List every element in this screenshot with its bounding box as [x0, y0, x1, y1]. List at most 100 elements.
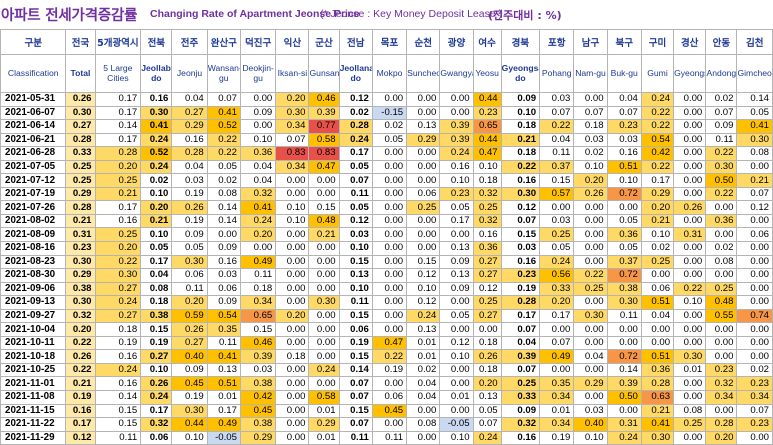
table-cell: 0.24	[94, 362, 142, 378]
table-cell: 0.10	[140, 362, 173, 378]
table-cell: 0.20	[640, 200, 675, 215]
table-cell: 0.00	[371, 281, 408, 297]
table-cell: 0.25	[94, 173, 142, 188]
col-header-en-19: Gyeongsan	[673, 54, 707, 93]
row-date: 2021-11-15	[0, 403, 67, 419]
row-date: 2021-11-22	[0, 417, 67, 432]
table-cell: 0.00	[206, 227, 241, 242]
table-cell: 0.25	[573, 281, 608, 297]
table-cell: 0.20	[573, 173, 608, 188]
row-date: 2021-07-19	[0, 186, 67, 202]
table-row: 2021-11-01 0.21 0.16 0.26 0.45 0.51 0.38 0.00 0.…	[0, 376, 773, 392]
table-cell: 0.45	[171, 376, 208, 392]
table-row: 2021-07-19 0.29 0.21 0.10 0.19 0.08 0.32 0.00 0.…	[0, 186, 773, 202]
table-cell: 0.41	[736, 119, 773, 134]
table-cell: 0.00	[736, 268, 773, 283]
table-cell: 0.21	[65, 213, 96, 229]
table-cell: 0.00	[275, 268, 310, 283]
table-cell: 0.24	[439, 146, 474, 161]
table-cell: 0.32	[472, 186, 502, 202]
table-cell: 0.08	[406, 417, 441, 432]
table-cell: 0.10	[239, 132, 277, 148]
table-row: 2021-06-14 0.27 0.14 0.41 0.29 0.52 0.00 0.34 0.…	[0, 119, 773, 134]
table-cell: 0.39	[500, 349, 541, 364]
table-cell: 0.10	[140, 227, 173, 242]
table-cell: 0.11	[338, 430, 373, 445]
table-cell: 0.24	[406, 308, 441, 324]
row-date: 2021-10-11	[0, 335, 67, 351]
col-header-ko-9: 전남	[338, 29, 373, 55]
table-cell: 0.00	[539, 200, 575, 215]
table-cell: 0.18	[94, 322, 142, 337]
table-cell: 0.25	[472, 200, 502, 215]
table-cell: 0.58	[308, 132, 340, 148]
table-cell: 0.03	[500, 241, 541, 256]
table-cell: 0.63	[640, 390, 675, 405]
table-cell: 0.39	[239, 349, 277, 364]
table-cell: 0.00	[371, 322, 408, 337]
table-cell: 0.00	[439, 227, 474, 242]
col-header-en-6: Deokjin-gu	[239, 54, 277, 93]
table-cell: 0.03	[606, 132, 642, 148]
col-header-en-16: Nam-gu	[573, 54, 608, 93]
table-cell: 0.22	[640, 159, 675, 175]
table-cell: 0.24	[338, 132, 373, 148]
table-cell: 0.30	[65, 254, 96, 270]
table-cell: 0.00	[275, 186, 310, 202]
table-cell: 0.16	[606, 146, 642, 161]
table-cell: 0.11	[338, 295, 373, 310]
table-cell: 0.21	[640, 213, 675, 229]
table-cell: 0.11	[171, 281, 208, 297]
table-cell: 0.00	[275, 322, 310, 337]
table-cell: 0.00	[736, 322, 773, 337]
table-cell: 0.56	[539, 268, 575, 283]
table-cell: 0.04	[606, 92, 642, 107]
table-cell: 0.04	[539, 132, 575, 148]
row-date: 2021-06-07	[0, 105, 67, 121]
table-cell: 0.19	[371, 362, 408, 378]
table-cell: 0.02	[206, 173, 241, 188]
table-cell: 0.00	[606, 335, 642, 351]
table-cell: 0.17	[140, 403, 173, 419]
row-date: 2021-11-29	[0, 430, 67, 445]
table-cell: 0.00	[705, 335, 738, 351]
table-cell: 0.24	[472, 430, 502, 445]
table-cell: 0.27	[472, 254, 502, 270]
table-cell: 0.00	[371, 308, 408, 324]
table-cell: 0.18	[275, 349, 310, 364]
table-cell: 0.00	[275, 254, 310, 270]
table-cell: 0.14	[206, 213, 241, 229]
table-cell: 0.05	[606, 213, 642, 229]
table-cell: 0.17	[206, 403, 241, 419]
col-header-en-20: Andong	[705, 54, 738, 93]
table-row: 2021-07-26 0.28 0.17 0.20 0.26 0.14 0.41 0.10 0.…	[0, 200, 773, 215]
table-cell: 0.35	[206, 322, 241, 337]
table-cell: 0.58	[308, 390, 340, 405]
row-date: 2021-11-08	[0, 390, 67, 405]
table-cell: 0.00	[371, 92, 408, 107]
table-cell: 0.25	[65, 173, 96, 188]
row-date: 2021-08-23	[0, 254, 67, 270]
table-cell: 0.30	[65, 295, 96, 310]
table-cell: 0.21	[500, 132, 541, 148]
table-cell: 0.44	[472, 132, 502, 148]
table-cell: 0.07	[736, 186, 773, 202]
table-cell: 0.00	[371, 146, 408, 161]
table-cell: 0.03	[539, 92, 575, 107]
row-date: 2021-10-25	[0, 362, 67, 378]
table-cell: 0.00	[673, 268, 707, 283]
row-date: 2021-05-31	[0, 92, 67, 107]
table-cell: 0.07	[338, 173, 373, 188]
table-row: 2021-05-31 0.26 0.17 0.16 0.04 0.07 0.00 0.20 0.…	[0, 92, 773, 107]
table-cell: 0.47	[472, 146, 502, 161]
table-cell: 0.00	[673, 213, 707, 229]
col-header-en-13: Yeosu	[472, 54, 502, 93]
table-cell: 0.00	[705, 349, 738, 364]
table-cell: 0.24	[606, 430, 642, 445]
table-cell: 0.36	[705, 213, 738, 229]
table-cell: 0.05	[338, 159, 373, 175]
table-cell: 0.10	[140, 186, 173, 202]
table-cell: 0.22	[206, 132, 241, 148]
table-cell: 0.30	[606, 295, 642, 310]
table-cell: 0.00	[275, 417, 310, 432]
